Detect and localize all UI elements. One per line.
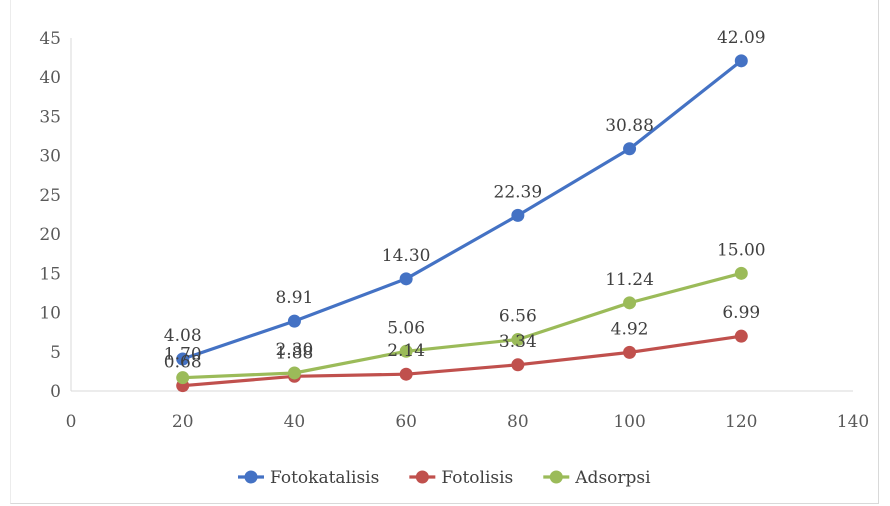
legend-swatch-marker (549, 470, 563, 484)
y-tick-label: 5 (50, 343, 61, 363)
series-line-adsorpsi (181, 271, 743, 380)
data-label-fotolisis: 4.92 (611, 319, 649, 339)
data-point-adsorpsi (623, 296, 637, 310)
y-tick-label: 15 (39, 264, 61, 284)
x-tick-label: 60 (395, 412, 417, 432)
data-label-adsorpsi: 15.00 (717, 240, 766, 260)
legend-item-adsorpsi: Adsorpsi (543, 468, 651, 488)
data-label-adsorpsi: 5.06 (387, 318, 425, 338)
legend-label: Adsorpsi (574, 468, 651, 488)
data-point-fotokatalisis (511, 208, 525, 222)
series-layer (176, 54, 748, 393)
series-line-fotolisis (181, 334, 743, 388)
data-point-fotolisis (399, 367, 413, 381)
data-label-fotokatalisis: 30.88 (605, 116, 654, 136)
axes: 0 5 10 15 20 25 30 35 40 45 0 20 40 60 80 100 120 140 (39, 29, 869, 432)
data-point-adsorpsi (287, 366, 301, 380)
data-point-fotolisis (734, 329, 748, 343)
x-tick-label: 80 (507, 412, 529, 432)
y-tick-label: 0 (50, 382, 61, 402)
data-label-adsorpsi: 1.70 (164, 345, 202, 365)
legend-swatch-marker (244, 470, 258, 484)
y-tick-label: 40 (39, 68, 61, 88)
data-point-fotokatalisis (734, 54, 748, 68)
series-fotokatalisis (176, 54, 748, 366)
y-tick-label: 45 (39, 29, 61, 49)
data-label-fotokatalisis: 42.09 (717, 28, 766, 48)
y-tick-label: 30 (39, 147, 61, 167)
legend-label: Fotolisis (441, 468, 513, 488)
data-point-adsorpsi (734, 266, 748, 280)
x-tick-label: 20 (172, 412, 194, 432)
data-label-fotolisis: 2.14 (387, 341, 425, 361)
data-point-fotokatalisis (623, 142, 637, 156)
legend-label: Fotokatalisis (270, 468, 379, 488)
data-label-fotokatalisis: 8.91 (275, 288, 313, 308)
y-tick-label: 20 (39, 225, 61, 245)
data-point-fotolisis (511, 358, 525, 372)
data-label-fotolisis: 0.68 (164, 353, 202, 373)
x-tick-label: 40 (284, 412, 306, 432)
x-tick-label: 120 (725, 412, 757, 432)
data-label-fotokatalisis: 22.39 (494, 182, 543, 202)
data-point-adsorpsi (511, 333, 525, 347)
data-point-adsorpsi (399, 344, 413, 358)
legend-swatch-marker (415, 470, 429, 484)
data-label-fotolisis: 1.88 (275, 343, 313, 363)
data-point-fotolisis (623, 345, 637, 359)
data-labels: 4.08 8.91 14.30 22.39 30.88 42.09 0.68 1.88 2.14… (164, 28, 766, 373)
legend-item-fotokatalisis: Fotokatalisis (238, 468, 379, 488)
x-tick-label: 0 (66, 412, 77, 432)
x-tick-label: 140 (837, 412, 869, 432)
data-point-adsorpsi (176, 371, 190, 385)
data-label-adsorpsi: 11.24 (605, 270, 654, 290)
data-label-adsorpsi: 6.56 (499, 307, 537, 327)
y-tick-label: 25 (39, 186, 61, 206)
data-label-fotokatalisis: 4.08 (164, 326, 202, 346)
data-label-fotolisis: 3.34 (499, 332, 537, 352)
data-label-fotokatalisis: 14.30 (382, 246, 431, 266)
data-point-fotokatalisis (399, 272, 413, 286)
data-point-fotokatalisis (287, 314, 301, 328)
data-label-fotolisis: 6.99 (722, 303, 760, 323)
legend: Fotokatalisis Fotolisis Adsorpsi (238, 468, 651, 488)
x-tick-label: 100 (613, 412, 645, 432)
series-fotolisis (176, 329, 748, 393)
y-tick-label: 10 (39, 304, 61, 324)
series-line-fotokatalisis (181, 59, 743, 361)
series-adsorpsi (176, 266, 748, 385)
chart-frame (10, 0, 879, 504)
data-label-adsorpsi: 2.30 (275, 340, 313, 360)
data-point-fotokatalisis (176, 352, 190, 366)
legend-item-fotolisis: Fotolisis (409, 468, 513, 488)
y-tick-label: 35 (39, 107, 61, 127)
